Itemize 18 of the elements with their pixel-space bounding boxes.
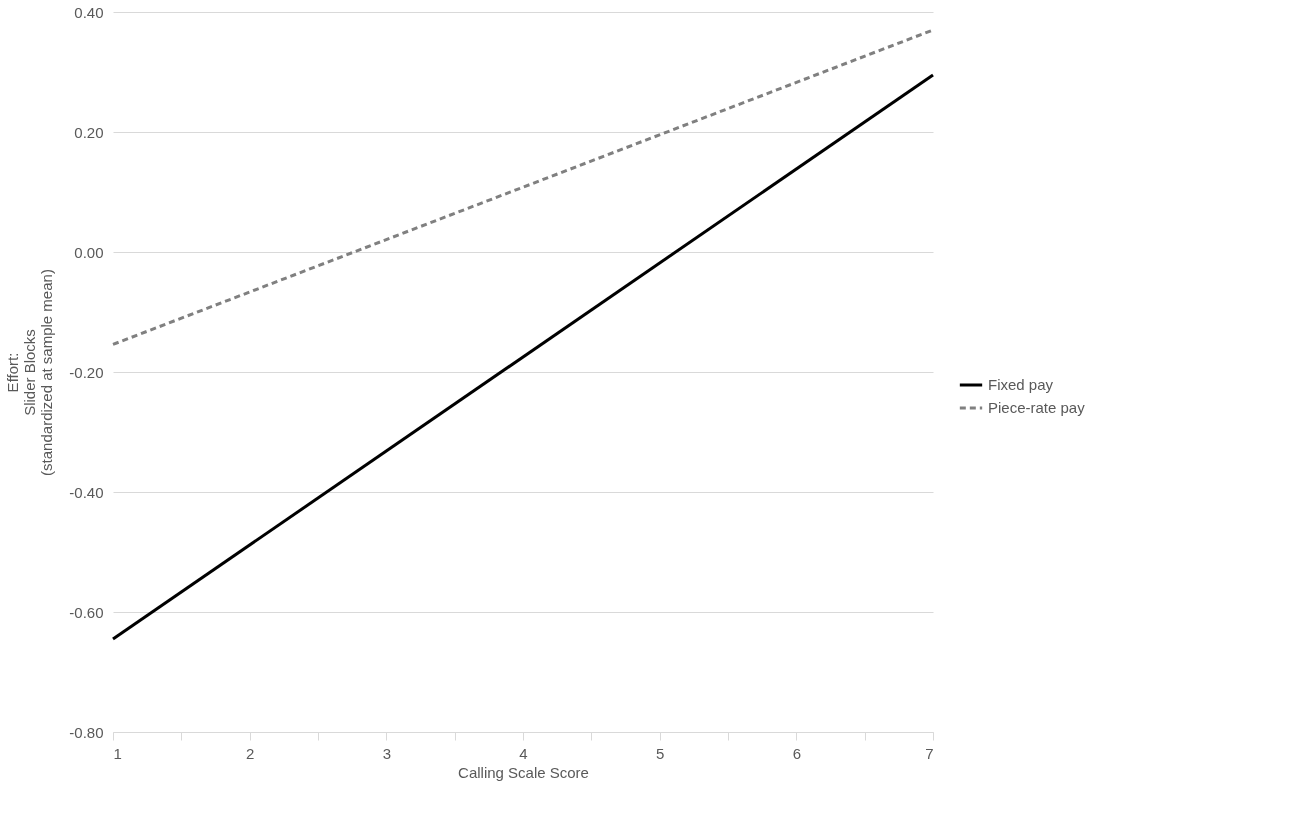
x-tick-label: 5 (655, 744, 665, 762)
y-tick-label: 0.20 (74, 123, 104, 141)
x-tick-label: 1 (113, 744, 122, 762)
x-tick-label: 2 (245, 744, 255, 762)
y-tick-label: -0.80 (69, 723, 104, 741)
y-tick-label: -0.60 (69, 603, 104, 621)
x-axis-title: Calling Scale Score (458, 763, 589, 781)
legend-label: Fixed pay (988, 376, 1054, 393)
y-tick-label: 0.40 (74, 3, 104, 21)
y-tick-label: 0.00 (74, 243, 104, 261)
x-tick-label: 4 (519, 744, 528, 762)
legend-label: Piece-rate pay (988, 399, 1086, 416)
x-tick-label: 6 (792, 744, 802, 762)
y-axis-title: Effort: Slider Blocks (standardized at sample mean) (4, 269, 56, 476)
y-tick-label: -0.40 (69, 483, 104, 501)
x-tick-label: 7 (925, 744, 934, 762)
y-tick-label: -0.20 (69, 363, 104, 381)
x-tick-label: 3 (382, 744, 392, 762)
